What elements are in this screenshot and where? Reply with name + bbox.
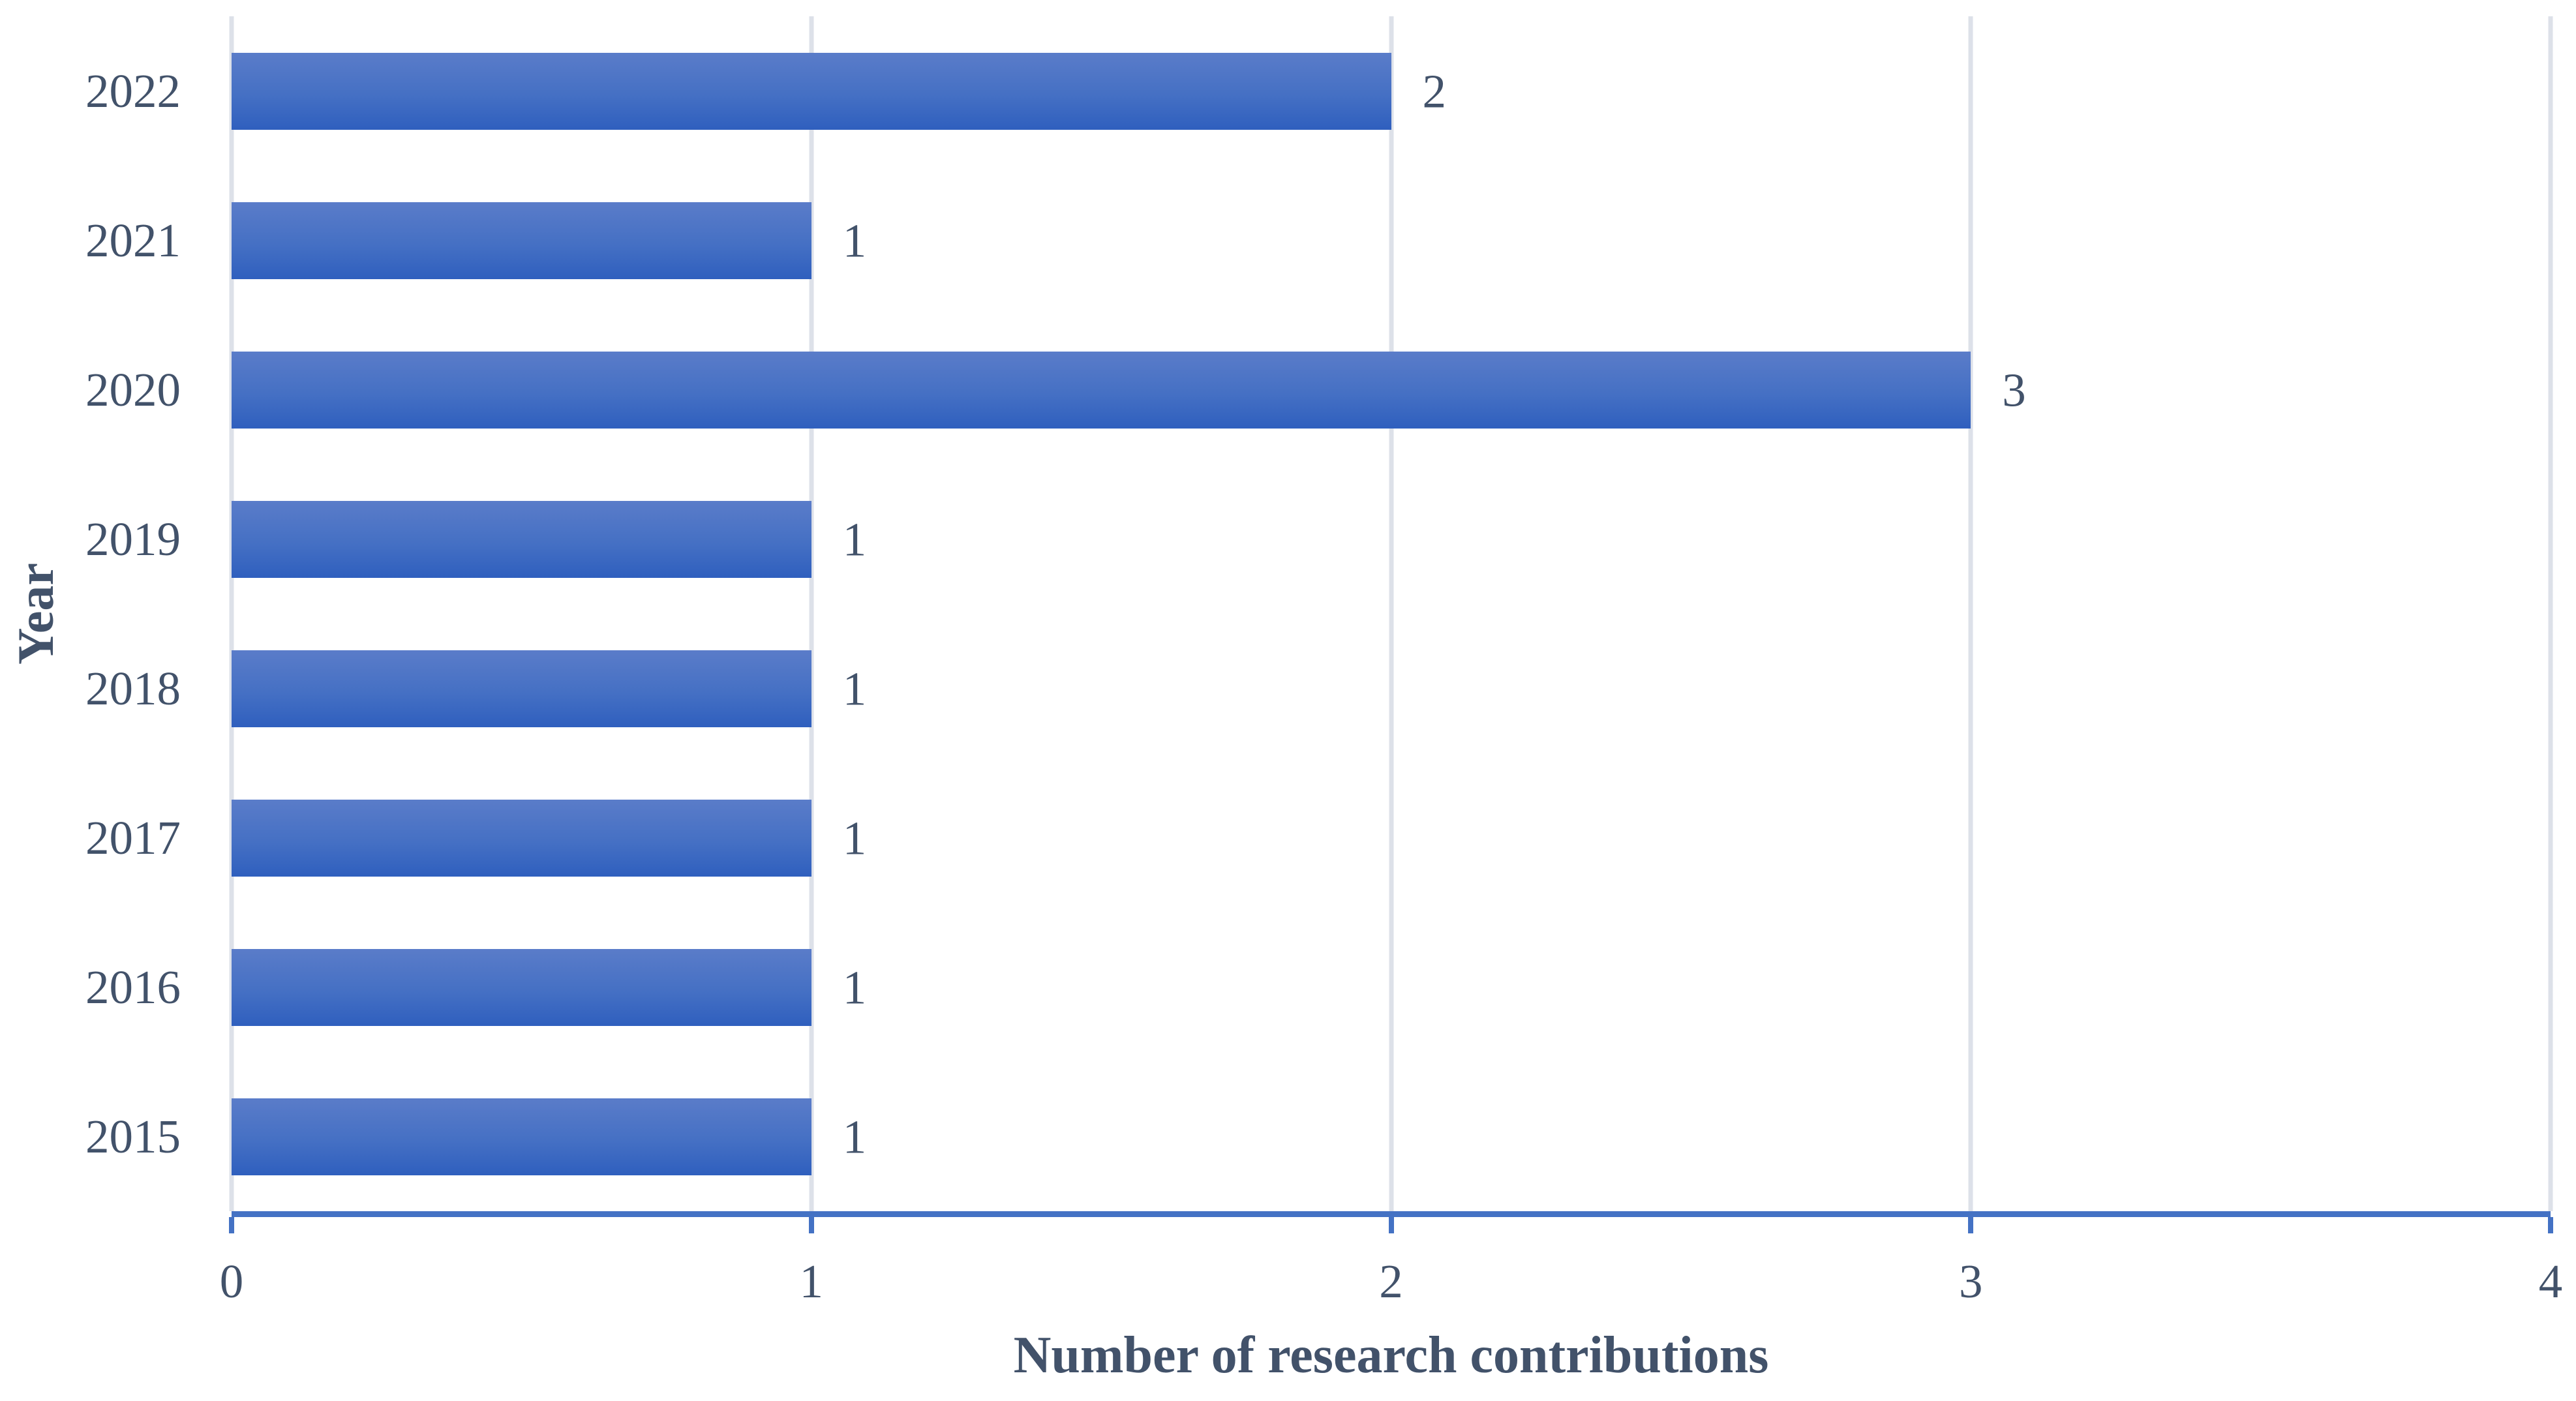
value-label-2015: 1: [842, 1110, 867, 1163]
category-label-2018: 2018: [85, 662, 181, 715]
value-label-2019: 1: [842, 513, 867, 565]
tick-label-3: 3: [1959, 1255, 1983, 1308]
gridline-x-4: [2548, 16, 2553, 1211]
category-label-2022: 2022: [85, 65, 181, 117]
plot-area: 2 1 3 1 1 1 1 1: [229, 16, 2553, 1217]
tick-label-1: 1: [799, 1255, 824, 1308]
bar-2020: [232, 351, 1971, 429]
value-label-2016: 1: [842, 961, 867, 1014]
bar-2015: [232, 1098, 811, 1175]
value-label-2022: 2: [1422, 65, 1447, 117]
bar-row-2016: 1: [232, 912, 2551, 1062]
category-label-2020: 2020: [85, 363, 181, 416]
bar-2019: [232, 500, 811, 578]
axis-tick-1: [808, 1217, 814, 1233]
value-label-2018: 1: [842, 662, 867, 715]
gridline-x-3: [1968, 16, 1973, 1211]
gridline-x-0: [229, 16, 234, 1211]
value-label-2017: 1: [842, 811, 867, 864]
axis-tick-0: [229, 1217, 234, 1233]
tick-label-0: 0: [219, 1255, 244, 1308]
tick-label-4: 4: [2538, 1255, 2563, 1308]
bar-row-2020: 3: [232, 315, 2551, 464]
bar-2016: [232, 948, 811, 1026]
category-label-2019: 2019: [85, 513, 181, 565]
gridline-x-2: [1389, 16, 1393, 1211]
bar-2021: [232, 202, 811, 279]
value-label-2021: 1: [842, 214, 867, 267]
category-label-2015: 2015: [85, 1110, 181, 1163]
bar-2017: [232, 799, 811, 877]
bar-row-2015: 1: [232, 1062, 2551, 1211]
bar-row-2018: 1: [232, 614, 2551, 763]
bar-row-2017: 1: [232, 763, 2551, 912]
gridline-x-1: [809, 16, 814, 1211]
bar-2022: [232, 52, 1391, 130]
axis-tick-4: [2548, 1217, 2553, 1233]
x-axis-title: Number of research contributions: [1013, 1327, 1769, 1384]
axis-tick-3: [1968, 1217, 1974, 1233]
y-axis-category-labels: 2022 2021 2020 2019 2018 2017 2016 2015: [0, 16, 181, 1211]
value-label-2020: 3: [2002, 363, 2026, 416]
tick-label-2: 2: [1379, 1255, 1403, 1308]
bar-row-2022: 2: [232, 16, 2551, 166]
bar-row-2019: 1: [232, 464, 2551, 614]
category-label-2016: 2016: [85, 961, 181, 1014]
category-label-2017: 2017: [85, 811, 181, 864]
bar-row-2021: 1: [232, 166, 2551, 315]
axis-tick-2: [1388, 1217, 1394, 1233]
bar-2018: [232, 650, 811, 727]
category-label-2021: 2021: [85, 214, 181, 267]
